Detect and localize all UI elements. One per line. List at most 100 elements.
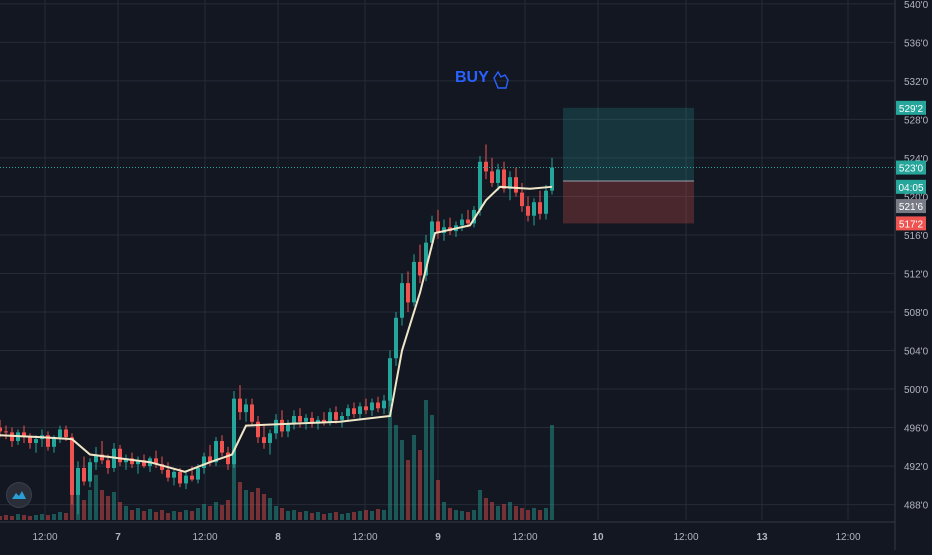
volume-bar [448,508,452,520]
candle-body [136,460,140,465]
volume-bar [52,514,56,520]
candle-body [292,416,296,424]
candle-body [406,283,410,303]
y-tick-label: 508'0 [904,308,929,319]
y-tick-label: 532'0 [904,77,929,88]
candle-body [478,161,482,210]
candle-body [358,406,362,415]
volume-bar [376,509,380,520]
x-tick-label: 13 [756,532,768,543]
volume-bar [436,480,440,520]
y-tick-label: 516'0 [904,231,929,242]
position-profit-zone [563,107,694,182]
candle-body [34,439,38,443]
y-tick-label: 500'0 [904,385,929,396]
candle-body [376,402,380,409]
volume-bar [538,510,542,520]
buy-annotation-text: BUY [455,69,489,86]
y-tick-label: 512'0 [904,269,929,280]
candle-body [280,419,284,432]
moving-average-line [0,185,553,473]
price-label-box [896,160,926,175]
volume-bar [4,515,8,520]
candle-body [70,437,74,495]
candle-body [208,456,212,463]
volume-bar [286,511,290,520]
volume-bar [406,460,410,520]
volume-bar [358,511,362,520]
volume-bar [28,516,32,520]
candle-body [88,462,92,482]
volume-bar [34,515,38,520]
volume-bar [544,508,548,520]
y-tick-label: 496'0 [904,424,929,435]
candle-body [484,161,488,172]
volume-bar [412,435,416,520]
candle-body [334,412,338,420]
volume-bar [262,494,266,520]
candle-body [118,448,122,463]
tradingview-logo-icon[interactable] [6,482,32,508]
volume-bar [454,510,458,520]
candle-body [514,177,518,193]
volume-bar [124,506,128,520]
volume-bar [388,385,392,520]
volume-bar [334,512,338,520]
volume-bar [490,502,494,520]
volume-bar [316,512,320,520]
candle-body [418,261,422,276]
candle-body [190,475,194,480]
candle-body [166,469,170,478]
volume-bar [322,514,326,520]
volume-bar [430,415,434,520]
candle-body [496,169,500,183]
candle-body [184,475,188,484]
candle-body [76,468,80,495]
candle-body [538,202,542,214]
volume-bar [184,510,188,520]
price-label-text: 04:05 [898,183,923,194]
x-tick-label: 12:00 [32,532,57,543]
volume-bar [226,500,230,520]
volume-bar [64,513,68,520]
volume-bar [190,511,194,520]
volume-bar [112,492,116,520]
candle-body [100,454,104,461]
candle-body [304,417,308,422]
volume-bar [340,514,344,520]
price-label-box [896,179,926,194]
volume-bar [394,425,398,520]
volume-bar [424,400,428,520]
candle-body [352,408,356,415]
volume-bar [292,510,296,520]
volume-bar [214,502,218,520]
candle-body [52,437,56,447]
candle-body [28,437,32,443]
x-tick-label: 7 [115,532,121,543]
volume-bar [0,516,2,520]
candle-body [400,283,404,318]
candle-body [58,429,62,438]
volume-bar [274,506,278,520]
price-label-text: 517'2 [899,219,924,230]
volume-bar [160,510,164,520]
volume-bar [418,450,422,520]
volume-bar [142,511,146,520]
candle-body [520,192,524,207]
candle-body [244,404,248,413]
volume-bar [550,425,554,520]
candle-body [160,464,164,470]
candle-body [214,441,218,463]
candle-body [310,417,314,424]
candle-body [388,358,392,401]
volume-bar [208,506,212,520]
candle-body [382,400,386,409]
candle-body [142,460,146,467]
volume-bar [58,512,62,520]
volume-bar [382,510,386,520]
price-label-text: 523'0 [899,164,924,175]
candle-body [250,404,254,422]
candle-body [232,398,236,465]
